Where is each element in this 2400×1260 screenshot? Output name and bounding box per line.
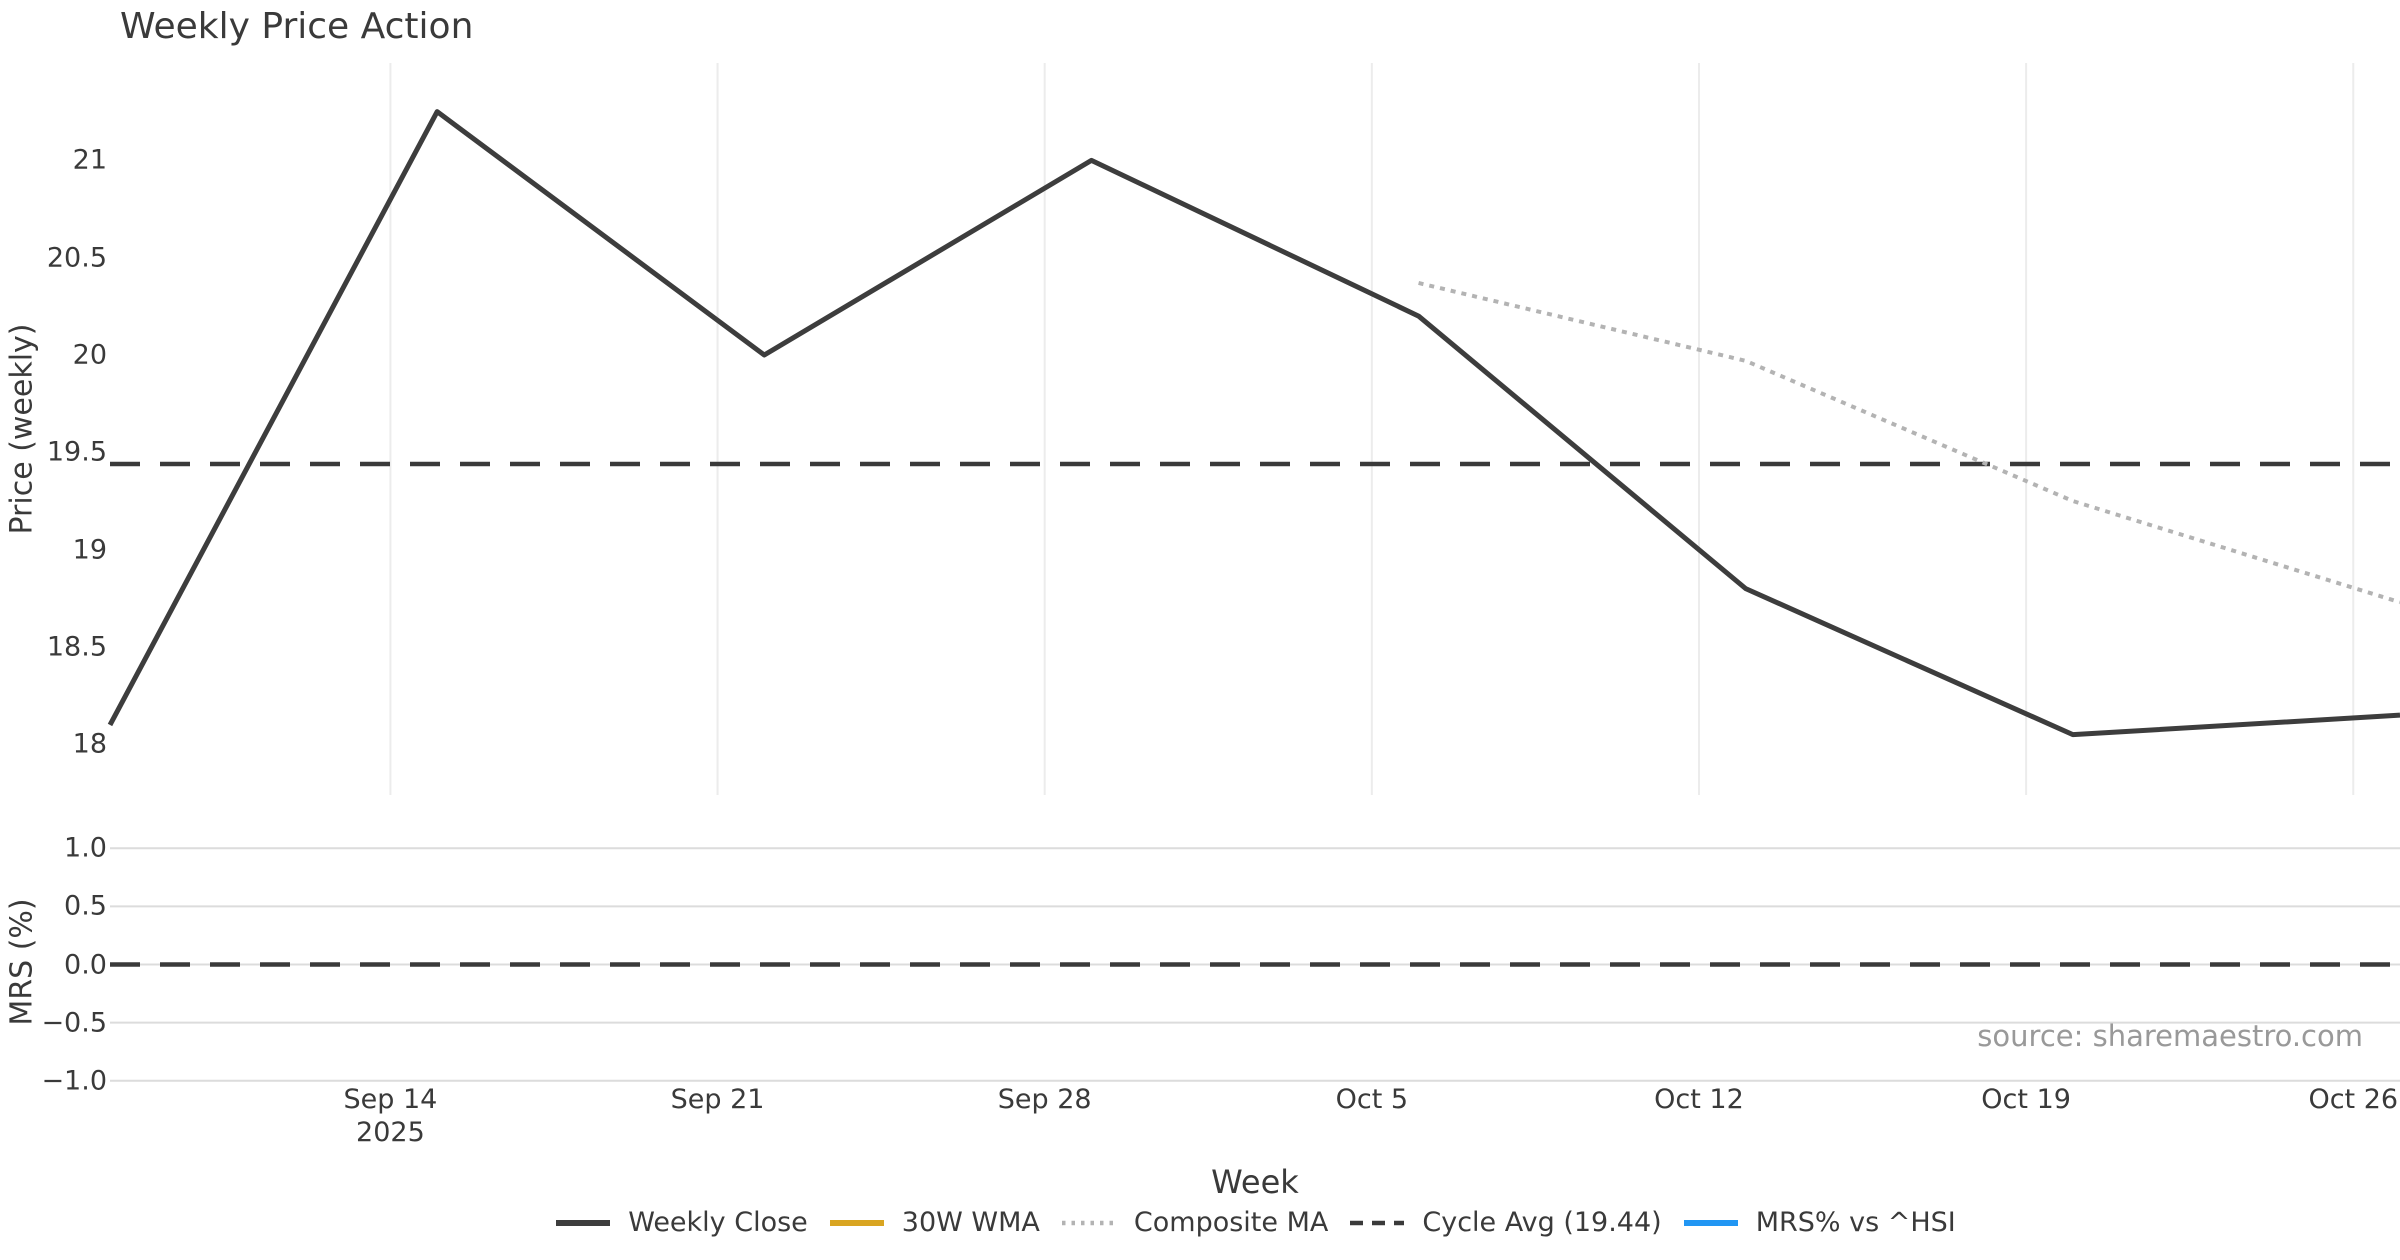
legend-label: 30W WMA xyxy=(901,1207,1040,1238)
y-tick-label: 18 xyxy=(72,728,107,760)
y-tick-label: 18.5 xyxy=(46,631,107,663)
y-tick-label: −0.5 xyxy=(41,1007,107,1039)
legend-item: MRS% vs ^HSI xyxy=(1682,1207,1956,1238)
x-tick-label: Oct 12 xyxy=(1654,1084,1744,1115)
y-tick-label: 19.5 xyxy=(46,436,107,468)
x-tick-label: Oct 5 xyxy=(1335,1084,1409,1115)
x-tick-label: Oct 26 xyxy=(2308,1084,2399,1115)
legend-swatch-solid-line-icon xyxy=(556,1219,611,1226)
legend-swatch-dotted-line-icon xyxy=(1061,1220,1116,1225)
legend: Weekly Close 30W WMA Composite MA Cycle Avg… xyxy=(110,1207,2400,1238)
composite-ma-line xyxy=(1418,281,2400,605)
y-tick-label: 0.5 xyxy=(64,890,107,922)
legend-label: Cycle Avg (19.44) xyxy=(1422,1207,1662,1238)
legend-item: Weekly Close xyxy=(554,1207,808,1238)
y-tick-label: 1.0 xyxy=(64,832,107,864)
y-tick-label: 20 xyxy=(72,339,107,371)
y-tick-label: −1.0 xyxy=(41,1065,107,1097)
legend-swatch-dashed-line-icon xyxy=(1350,1220,1405,1225)
legend-label: Weekly Close xyxy=(628,1207,808,1238)
legend-item: Cycle Avg (19.44) xyxy=(1348,1207,1662,1238)
legend-item: 30W WMA xyxy=(828,1207,1040,1238)
y-tick-label: 20.5 xyxy=(46,242,107,274)
legend-item: Composite MA xyxy=(1060,1207,1328,1238)
legend-label: MRS% vs ^HSI xyxy=(1755,1207,1956,1238)
y-tick-label: 19 xyxy=(72,534,107,566)
x-tick-label: Sep 14 2025 xyxy=(343,1084,438,1148)
legend-label: Composite MA xyxy=(1133,1207,1329,1238)
legend-swatch-solid-line-icon xyxy=(1683,1219,1738,1226)
y-tick-label: 0.0 xyxy=(64,949,107,980)
x-tick-label: Oct 19 xyxy=(1981,1084,2071,1115)
legend-swatch-solid-line-icon xyxy=(829,1219,884,1226)
source-note: source: sharemaestro.com xyxy=(1977,1019,2363,1053)
weekly-close-line xyxy=(107,109,2400,738)
x-tick-label: Sep 21 xyxy=(670,1084,765,1115)
x-tick-label: Sep 28 xyxy=(997,1084,1092,1115)
y-tick-label: 21 xyxy=(72,144,107,176)
x-axis-label: Week xyxy=(1211,1163,1299,1201)
chart-title: Weekly Price Action xyxy=(120,6,474,47)
